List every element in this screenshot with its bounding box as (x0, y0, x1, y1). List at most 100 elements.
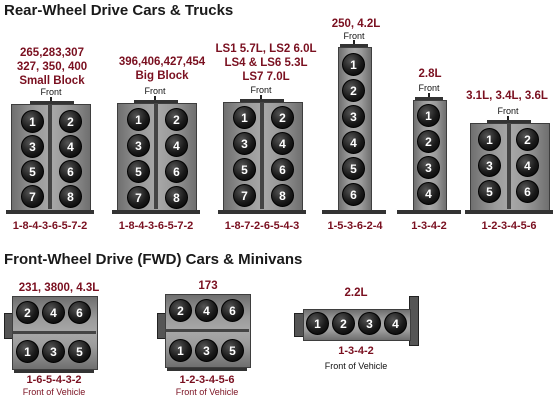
block-base (14, 370, 94, 373)
firing-order: 1-8-7-2-6-5-4-3 (224, 220, 300, 232)
cylinder: 7 (21, 185, 44, 208)
front-marker: Front (343, 31, 365, 41)
cylinder: 3 (417, 156, 440, 179)
engine-label-line: LS7 7.0L (242, 71, 290, 83)
cylinder: 5 (233, 158, 256, 181)
cylinder: 2 (271, 106, 294, 129)
cylinder: 5 (342, 157, 365, 180)
engine-label: 396,406,427,454 Big Block (108, 55, 216, 83)
block-base (322, 210, 386, 214)
block-base (465, 210, 553, 214)
engine-label-line: 327, 350, 400 (16, 61, 88, 73)
block-cap (487, 120, 531, 124)
block-base (218, 210, 306, 214)
cylinder: 4 (516, 154, 539, 177)
block-cap (134, 100, 178, 104)
engine-label: 2.2L (344, 287, 368, 299)
cylinder: 2 (165, 108, 188, 131)
engine-label-line: Big Block (135, 70, 189, 82)
cylinder: 4 (417, 182, 440, 205)
rwd-section-title: Rear-Wheel Drive Cars & Trucks (4, 2, 234, 19)
cylinder: 6 (271, 158, 294, 181)
front-marker: Front (497, 106, 519, 116)
cylinder: 6 (59, 160, 82, 183)
firing-order: 1-2-3-4-5-6 (481, 220, 537, 232)
firing-order: 1-8-4-3-6-5-7-2 (12, 220, 88, 232)
cylinder: 5 (478, 180, 501, 203)
cylinder: 5 (21, 160, 44, 183)
cylinder: 1 (417, 104, 440, 127)
engine-label-line: Small Block (19, 75, 85, 87)
cylinder: 1 (127, 108, 150, 131)
cylinder: 5 (68, 340, 91, 363)
fwd-section-title: Front-Wheel Drive (FWD) Cars & Minivans (4, 251, 303, 268)
firing-order: 1-8-4-3-6-5-7-2 (118, 220, 194, 232)
cylinder: 3 (478, 154, 501, 177)
cylinder: 7 (233, 184, 256, 207)
cylinder: 2 (169, 299, 192, 322)
engine-label: 265,283,307 327, 350, 400 Small Block (2, 46, 102, 88)
cylinder: 2 (417, 130, 440, 153)
cylinder: 4 (271, 132, 294, 155)
cylinder: 3 (195, 339, 218, 362)
front-of-vehicle-marker: Front of Vehicle (22, 387, 86, 397)
cylinder: 5 (221, 339, 244, 362)
front-of-vehicle-marker: Front of Vehicle (175, 387, 239, 397)
cylinder: 4 (342, 131, 365, 154)
block-base (167, 368, 247, 371)
block-cap (415, 97, 443, 101)
engine-label: 3.1L, 3.4L, 3.6L (460, 89, 554, 103)
cylinder: 8 (271, 184, 294, 207)
block-base (397, 210, 461, 214)
firing-order: 1-5-3-6-2-4 (327, 220, 383, 232)
engine-label: 250, 4.2L (320, 17, 392, 31)
cylinder: 2 (59, 110, 82, 133)
front-pin (260, 95, 262, 101)
firing-order: 1-2-3-4-5-6 (179, 374, 235, 386)
front-marker: Front (144, 86, 166, 96)
front-pin (50, 97, 52, 103)
engine-label-line: 265,283,307 (20, 47, 84, 59)
cylinder: 4 (165, 134, 188, 157)
cylinder: 2 (332, 312, 355, 335)
engine-label-line: 396,406,427,454 (118, 56, 206, 68)
cylinder: 1 (169, 339, 192, 362)
cylinder: 7 (127, 186, 150, 209)
cylinder: 6 (516, 180, 539, 203)
cylinder: 6 (68, 301, 91, 324)
block-base (112, 210, 200, 214)
cylinder: 4 (195, 299, 218, 322)
cylinder: 2 (342, 79, 365, 102)
cylinder: 3 (127, 134, 150, 157)
cylinder: 2 (16, 301, 39, 324)
block-cap (340, 44, 368, 48)
cylinder: 4 (42, 301, 65, 324)
front-pin (353, 40, 355, 46)
block-base (6, 210, 94, 214)
cylinder: 1 (478, 128, 501, 151)
cylinder: 6 (221, 299, 244, 322)
block-center-rail (507, 123, 511, 209)
engine-label-line: LS4 & LS6 5.3L (224, 57, 308, 69)
cylinder: 6 (165, 160, 188, 183)
engine-label: LS1 5.7L, LS2 6.0L LS4 & LS6 5.3L LS7 7.… (212, 42, 320, 84)
cylinder: 1 (233, 106, 256, 129)
firing-order: 1-3-4-2 (338, 345, 374, 357)
front-marker: Front (250, 85, 272, 95)
cylinder: 3 (233, 132, 256, 155)
cylinder: 1 (21, 110, 44, 133)
cylinder: 1 (16, 340, 39, 363)
front-of-vehicle-marker: Front of Vehicle (324, 361, 388, 371)
cylinder: 2 (516, 128, 539, 151)
engine-label-line: LS1 5.7L, LS2 6.0L (215, 43, 317, 55)
engine-label-line: 250, 4.2L (331, 18, 381, 30)
block-center-rail (48, 104, 52, 209)
cylinder: 1 (342, 53, 365, 76)
cylinder: 4 (59, 135, 82, 158)
engine-label: 2.8L (410, 67, 450, 81)
engine-label: 231, 3800, 4.3L (18, 282, 100, 294)
block-cap (240, 99, 284, 103)
block-cap (30, 101, 74, 105)
engine-label-line: 2.8L (418, 68, 442, 80)
block-center-rail (12, 331, 96, 334)
